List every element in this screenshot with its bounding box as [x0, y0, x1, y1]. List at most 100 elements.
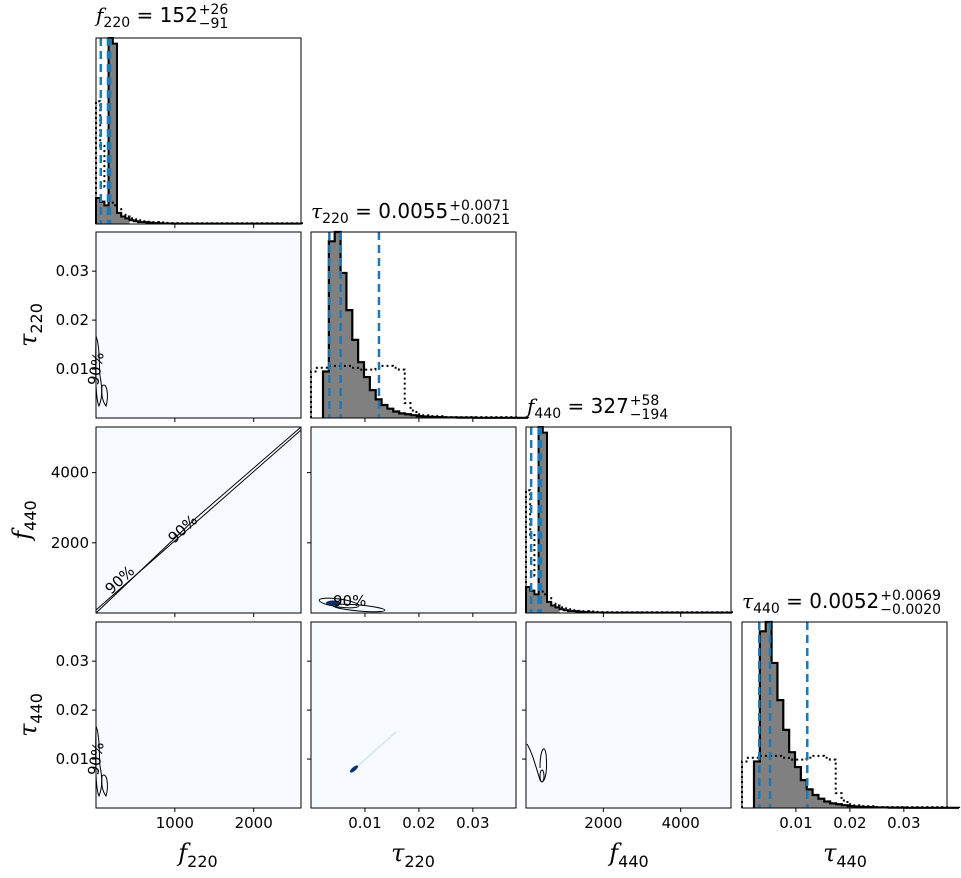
panel-title-220: τ220 = 0.0055 +0.0071−0.0021: [311, 198, 510, 228]
title-value: = 0.0052: [780, 589, 879, 613]
yticklabel-f440-0: 2000: [51, 534, 89, 552]
xlabel-f440-text: f440: [607, 839, 648, 871]
panel-frame-3-0: [95, 621, 302, 809]
title-text: τ440 = 0.0052: [742, 589, 879, 617]
xlabel-f220-subscript: 220: [187, 852, 218, 871]
contour-tau440-f220-inner: [101, 774, 108, 798]
title-plus: +58: [630, 393, 660, 409]
title-plus: +0.0071: [449, 198, 510, 214]
density-streak: [350, 731, 397, 773]
yticklabel-f440-1: 4000: [51, 464, 89, 482]
xticklabel-τ220-1: 0.02: [402, 814, 435, 832]
contour-tau440-f440-inner: [539, 769, 545, 783]
xlabel-f440: f440: [607, 839, 648, 871]
xlabel-f440-subscript: 440: [618, 852, 649, 871]
panel-title-220: f220 = 152 +26−91: [94, 2, 228, 32]
panel-bg-3-0: [96, 622, 301, 808]
xlabel-tau440-text: τ440: [823, 839, 867, 871]
panel-bg-3-2: [526, 622, 731, 808]
title-minus: −0.0020: [880, 602, 941, 618]
xticklabel-τ440-2: 0.03: [887, 814, 920, 832]
contour-f440-tau220-a: [318, 597, 360, 609]
xlabel-tau440-subscript: 440: [836, 852, 867, 871]
title-symbol: τ: [311, 199, 323, 223]
xlabel-tau220-text: τ220: [391, 839, 435, 871]
panel-bg-1-0: [96, 232, 301, 418]
ylabel-tau220-symbol: τ: [14, 333, 42, 347]
contour-f440-f220-lower: [95, 426, 302, 614]
ylabel-tau440-symbol: τ: [14, 723, 42, 737]
title-minus: −0.0021: [449, 212, 510, 228]
panel-frame-3-2: [525, 621, 732, 809]
panel-bg-2-1: [311, 427, 516, 613]
title-subscript: 440: [753, 601, 780, 617]
yticklabel-tau440-0: 0.01: [56, 750, 89, 768]
xticklabel-τ220-0: 0.01: [348, 814, 381, 832]
xlabel-tau440: τ440: [823, 839, 867, 871]
title-text: f220 = 152: [94, 3, 198, 31]
panel-frame-tau220: [310, 231, 517, 419]
ylabel-f440-subscript: 440: [21, 500, 40, 531]
ylabel-tau220-subscript: 220: [27, 303, 46, 334]
title-plus: +0.0069: [880, 588, 941, 604]
panel-title-440: f440 = 327 +58−194: [525, 393, 668, 423]
title-subscript: 440: [534, 406, 561, 422]
yticklabel-tau220-1: 0.02: [56, 311, 89, 329]
ylabel-tau220-text: τ220: [14, 303, 46, 347]
title-minus: −194: [630, 407, 669, 423]
title-plus: +26: [199, 2, 229, 18]
xticklabel-f440-0: 2000: [584, 814, 622, 832]
hist-fill-f220: [96, 38, 130, 224]
title-subscript: 220: [103, 15, 130, 31]
xticklabel-f440-1: 4000: [662, 814, 700, 832]
ylabel-f440: f440: [8, 500, 40, 541]
contour-label-f440-tau220: 90%: [333, 592, 366, 610]
panel-frame-3-1: [310, 621, 517, 809]
hist-fill-tau220: [323, 232, 528, 418]
yticklabel-tau220-2: 0.03: [56, 262, 89, 280]
contour-f440-tau220-b: [332, 603, 386, 613]
xticklabel-τ440-0: 0.01: [779, 814, 812, 832]
ylabel-tau220: τ220: [14, 303, 46, 347]
contour-tau440-f440: [526, 743, 547, 782]
contour-f440-tau220-core: [326, 600, 340, 606]
panel-frame-1-0: [95, 231, 302, 419]
title-value: = 152: [130, 3, 198, 27]
panel-bg-3-1: [311, 622, 516, 808]
title-text: f440 = 327: [525, 394, 629, 422]
contour-tau220-f220-inner: [101, 384, 108, 408]
title-minus: −91: [199, 16, 229, 32]
prior-line-f440: [525, 489, 733, 614]
ylabel-tau440-text: τ440: [14, 693, 46, 737]
panel-frame-tau440: [741, 621, 948, 809]
title-symbol: τ: [742, 589, 754, 613]
hist-fill-tau440: [754, 622, 959, 808]
title-value: = 0.0055: [349, 199, 448, 223]
title-text: τ220 = 0.0055: [311, 199, 448, 227]
xlabel-tau220-symbol: τ: [391, 839, 405, 867]
xticklabel-f220-1: 2000: [235, 814, 273, 832]
panel-title-440: τ440 = 0.0052 +0.0069−0.0020: [742, 588, 941, 618]
title-subscript: 220: [322, 211, 349, 227]
xlabel-f220: f220: [176, 839, 217, 871]
hist-line-f440: [525, 426, 733, 614]
ylabel-tau440-subscript: 440: [27, 693, 46, 724]
xlabel-tau440-symbol: τ: [823, 839, 837, 867]
panel-frame-2-1: [310, 426, 517, 614]
yticklabel-tau440-2: 0.03: [56, 652, 89, 670]
panel-frame-f440: [525, 426, 732, 614]
xticklabel-τ440-1: 0.02: [833, 814, 866, 832]
contour-tau440-tau220-core: [349, 765, 359, 773]
prior-line-tau220: [310, 364, 517, 419]
xlabel-tau220: τ220: [391, 839, 435, 871]
prior-line-tau440: [741, 754, 948, 809]
yticklabel-tau220-0: 0.01: [56, 360, 89, 378]
title-value: = 327: [561, 394, 629, 418]
prior-line-f220: [95, 100, 303, 225]
xticklabel-f220-0: 1000: [156, 814, 194, 832]
ylabel-tau440: τ440: [14, 693, 46, 737]
panel-frame-2-0: [95, 426, 302, 614]
xlabel-tau220-subscript: 220: [404, 852, 435, 871]
xticklabel-τ220-2: 0.03: [456, 814, 489, 832]
